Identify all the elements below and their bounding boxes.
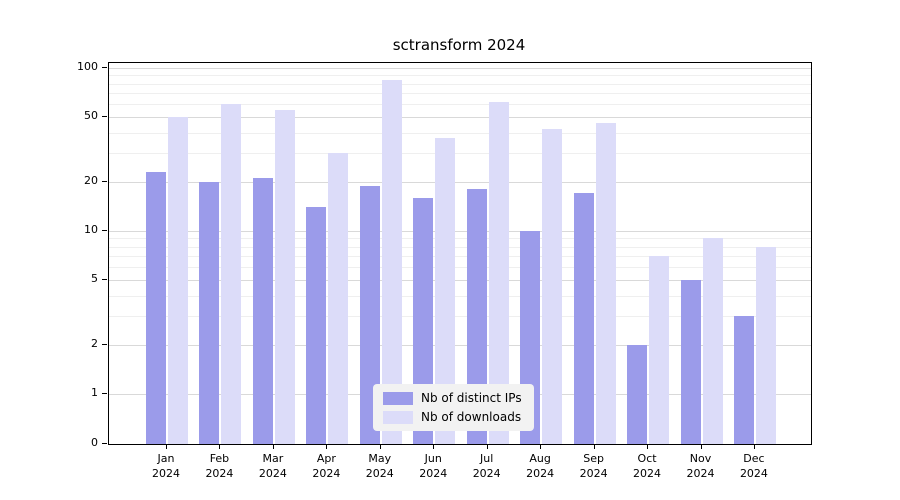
bar-downloads: [435, 138, 456, 444]
x-tick-label: Jun 2024: [419, 452, 448, 480]
bar-distinct-ips: [359, 185, 380, 444]
minor-gridline: [109, 316, 811, 318]
bar-distinct-ips: [466, 189, 487, 444]
x-tick-label: Sep 2024: [579, 452, 608, 480]
gridline: [109, 68, 811, 69]
minor-gridline: [109, 238, 811, 240]
bar-downloads: [542, 129, 563, 444]
minor-gridline: [109, 295, 811, 297]
minor-gridline: [109, 153, 811, 155]
y-tick-mark: [102, 180, 107, 182]
y-tick-label: 2: [91, 336, 98, 350]
bar-downloads: [595, 122, 616, 444]
legend-label-downloads: Nb of downloads: [421, 410, 522, 424]
y-tick-mark: [102, 67, 107, 68]
x-tick-label: Aug 2024: [526, 452, 555, 480]
bar-distinct-ips: [146, 172, 166, 444]
y-tick-mark: [102, 343, 107, 345]
minor-gridline: [109, 75, 811, 77]
y-tick-label: 5: [91, 272, 98, 286]
y-tick-label: 1: [91, 386, 98, 399]
bar-distinct-ips: [199, 181, 220, 444]
bar-downloads: [649, 256, 670, 444]
bar-downloads: [702, 238, 723, 444]
x-tick-label: Feb 2024: [205, 452, 234, 480]
legend-item-distinct-ips: Nb of distinct IPs: [383, 391, 522, 405]
minor-gridline: [109, 93, 811, 95]
bar-downloads: [274, 110, 295, 444]
x-tick-label: Oct 2024: [633, 452, 662, 480]
y-tick-mark: [102, 279, 107, 281]
y-tick-mark: [102, 393, 107, 394]
y-tick-label: 50: [84, 109, 98, 123]
x-tick-mark: [433, 444, 435, 449]
legend-swatch-distinct-ips: [383, 391, 413, 405]
bar-distinct-ips: [252, 178, 273, 444]
bar-downloads: [755, 246, 776, 444]
bar-downloads: [328, 153, 349, 444]
y-tick-mark: [102, 230, 107, 231]
x-tick-mark: [753, 444, 755, 449]
legend-item-downloads: Nb of downloads: [383, 410, 522, 424]
gridline: [109, 181, 811, 183]
x-tick-label: Jan 2024: [152, 452, 180, 480]
x-tick-label: Jul 2024: [472, 452, 501, 480]
minor-gridline: [109, 104, 811, 106]
x-tick-label: Mar 2024: [258, 452, 287, 480]
chart-title: sctransform 2024: [392, 36, 526, 54]
x-tick-mark: [166, 444, 167, 449]
x-tick-label: Nov 2024: [686, 452, 715, 480]
bar-downloads: [168, 117, 188, 444]
legend: Nb of distinct IPs Nb of downloads: [373, 384, 534, 431]
y-tick-mark: [102, 443, 107, 444]
x-tick-label: May 2024: [365, 452, 394, 480]
gridline: [109, 231, 811, 232]
x-tick-mark: [540, 444, 542, 449]
minor-gridline: [109, 267, 811, 269]
bar-distinct-ips: [733, 316, 754, 444]
gridline: [109, 117, 811, 119]
bar-distinct-ips: [306, 207, 327, 444]
bar-distinct-ips: [680, 280, 701, 444]
minor-gridline: [109, 256, 811, 258]
legend-label-distinct-ips: Nb of distinct IPs: [421, 391, 522, 405]
legend-swatch-downloads: [383, 410, 413, 424]
x-tick-label: Dec 2024: [739, 452, 768, 480]
x-tick-mark: [379, 444, 381, 449]
x-tick-label: Apr 2024: [312, 452, 341, 480]
x-tick-mark: [219, 444, 221, 449]
x-tick-mark: [593, 444, 595, 449]
bar-downloads: [381, 79, 402, 444]
minor-gridline: [109, 83, 811, 85]
x-tick-mark: [272, 444, 274, 449]
bar-distinct-ips: [573, 193, 594, 444]
y-tick-label: 10: [84, 223, 98, 236]
bar-distinct-ips: [627, 344, 648, 444]
x-tick-mark: [486, 444, 488, 449]
y-tick-label: 100: [77, 60, 98, 73]
y-tick-label: 0: [91, 436, 98, 449]
bar-distinct-ips: [413, 197, 434, 444]
gridline: [109, 344, 811, 346]
gridline: [109, 280, 811, 282]
y-tick-label: 20: [84, 173, 98, 187]
bar-downloads: [221, 104, 242, 444]
y-tick-mark: [102, 116, 107, 118]
minor-gridline: [109, 246, 811, 248]
x-tick-mark: [647, 444, 649, 449]
bar-downloads: [488, 101, 509, 444]
x-tick-mark: [700, 444, 702, 449]
minor-gridline: [109, 132, 811, 134]
x-tick-mark: [326, 444, 328, 449]
plot-area: [108, 62, 812, 445]
